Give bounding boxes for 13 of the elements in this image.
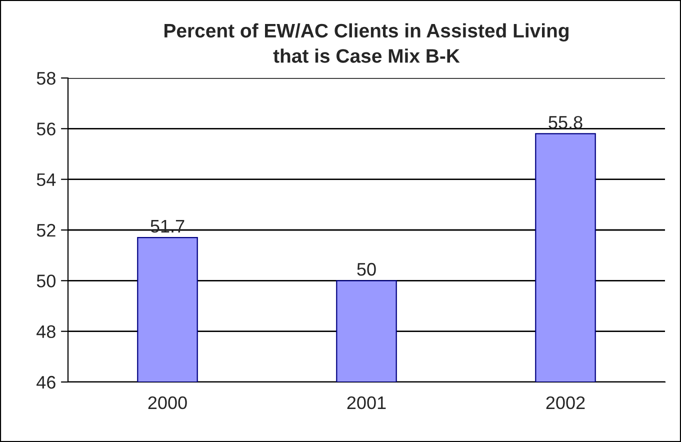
y-tick-label: 46 <box>36 376 56 389</box>
x-tick-label: 2001 <box>347 396 386 410</box>
y-tick-label: 50 <box>36 274 56 288</box>
y-tick-label: 56 <box>36 122 56 136</box>
data-label: 55.8 <box>548 116 582 129</box>
y-tick-label: 48 <box>36 325 56 338</box>
y-tick-label: 54 <box>36 173 56 186</box>
y-tick-label: 58 <box>36 72 56 85</box>
x-tick-label: 2000 <box>148 396 187 410</box>
data-label: 50 <box>357 262 376 276</box>
chart-title: Percent of EW/AC Clients in Assisted Living that is Case Mix B-K <box>164 23 569 63</box>
y-tick-label: 52 <box>36 224 56 237</box>
x-tick-label: 2002 <box>546 396 585 410</box>
